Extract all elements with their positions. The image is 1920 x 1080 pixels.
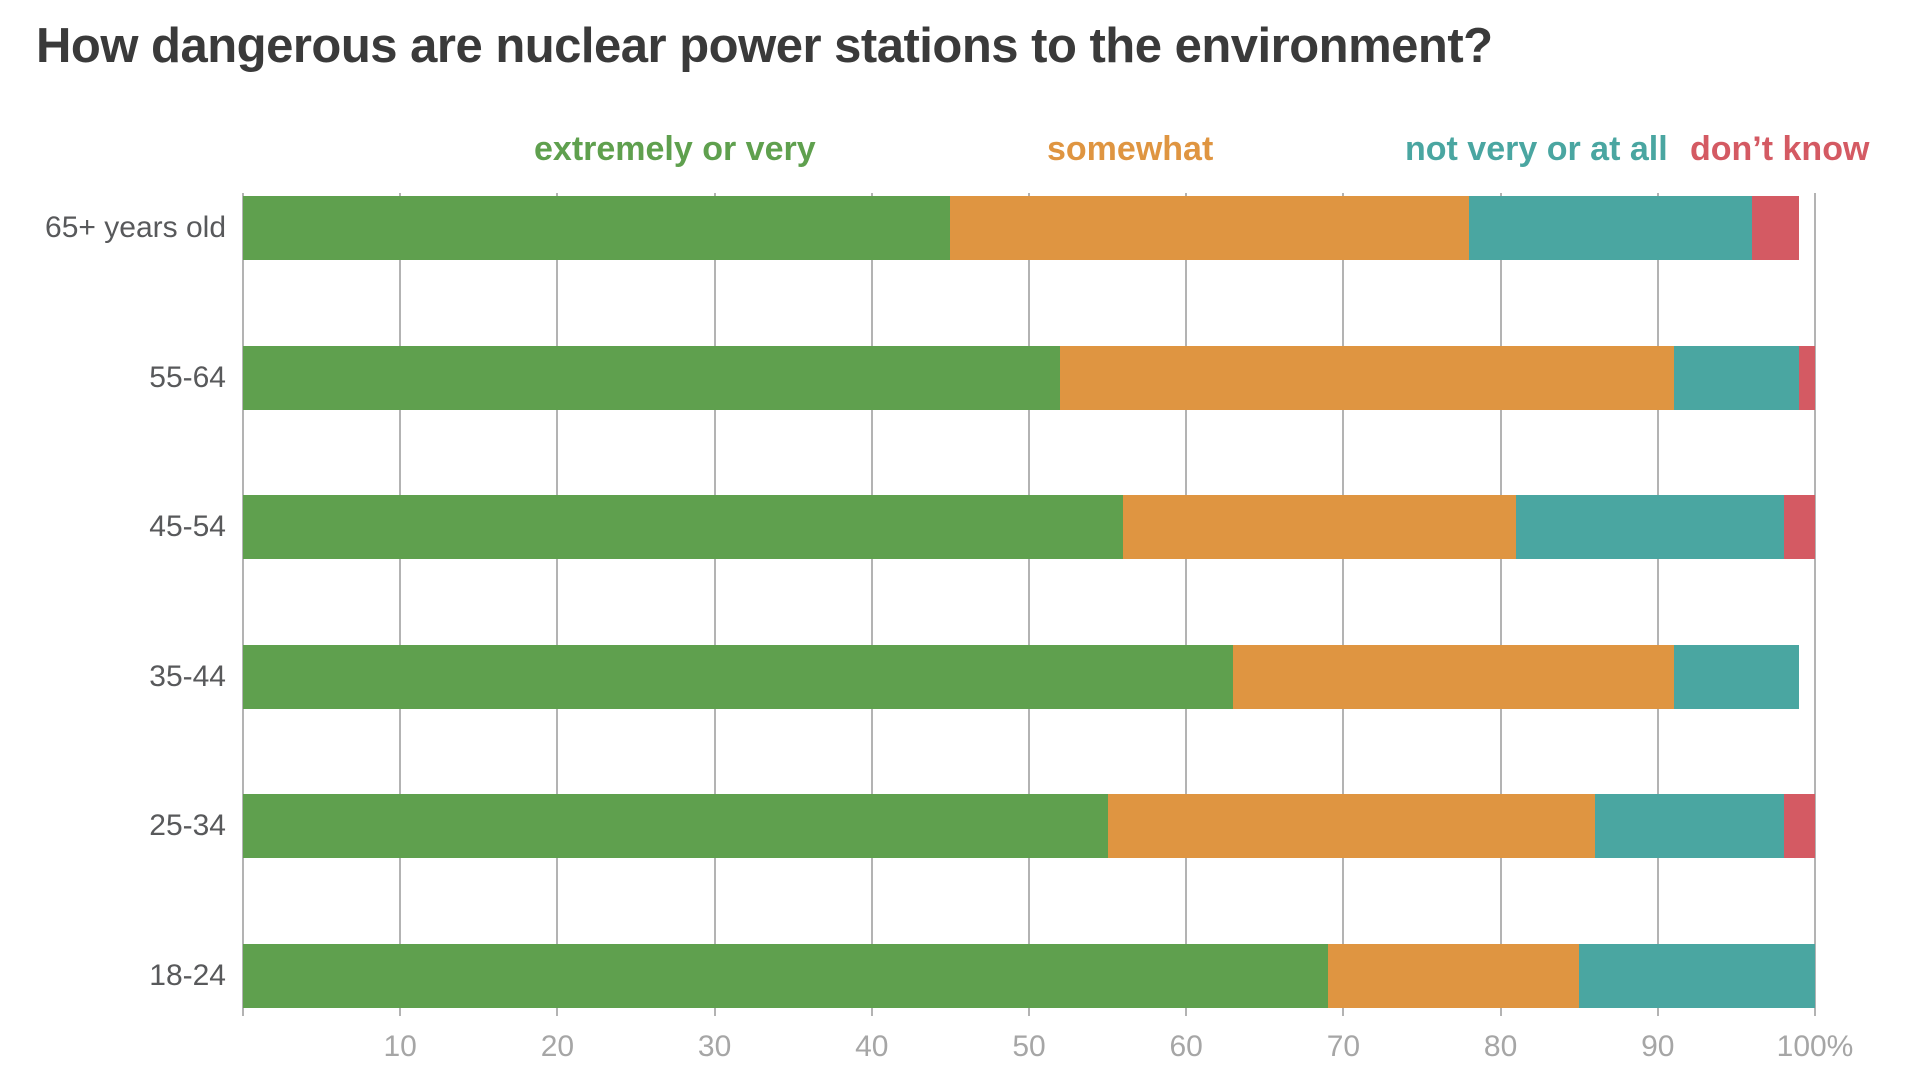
category-label: 55-64 (149, 361, 226, 394)
gridline-10 (399, 193, 402, 1016)
bar-segment-1 (243, 645, 1234, 709)
bar-segment-4 (1752, 196, 1800, 260)
bar-segment-3 (1673, 645, 1800, 709)
bar-segment-3 (1673, 346, 1800, 410)
gridline-80 (1499, 193, 1502, 1016)
x-tick-label: 40 (855, 1030, 889, 1063)
x-tick-label: 10 (383, 1030, 417, 1063)
bar-row-45-54 (243, 495, 1815, 559)
category-label: 45-54 (149, 510, 226, 543)
bar-segment-3 (1579, 944, 1815, 1008)
category-label: 35-44 (149, 660, 226, 693)
category-label: 25-34 (149, 809, 226, 842)
gridline-90 (1656, 193, 1659, 1016)
x-tick-label: 80 (1483, 1030, 1518, 1063)
gridline-70 (1342, 193, 1345, 1016)
bar-row-18-24 (243, 944, 1815, 1008)
x-tick-label: 50 (1012, 1030, 1046, 1063)
legend-item-4: don’t know (1690, 130, 1870, 168)
bar-segment-1 (243, 495, 1124, 559)
x-tick-label: 70 (1326, 1030, 1361, 1063)
bar-segment-2 (1060, 346, 1674, 410)
bar-segment-4 (1799, 346, 1815, 410)
x-tick-label: 20 (540, 1030, 575, 1063)
gridline-20 (556, 193, 559, 1016)
bar-segment-1 (243, 794, 1108, 858)
bar-row-65-years-old (243, 196, 1815, 260)
bar-segment-1 (243, 196, 951, 260)
gridline-30 (713, 193, 716, 1016)
legend-item-3: not very or at all (1405, 130, 1668, 168)
legend-item-2: somewhat (1047, 130, 1214, 168)
legend-item-1: extremely or very (534, 130, 816, 168)
gridline-0 (242, 193, 244, 1016)
bar-row-25-34 (243, 794, 1815, 858)
chart-title: How dangerous are nuclear power stations… (36, 19, 1493, 73)
gridline-60 (1185, 193, 1188, 1016)
gridline-50 (1028, 193, 1030, 1016)
bar-segment-2 (1123, 495, 1517, 559)
bar-segment-2 (1107, 794, 1595, 858)
gridline-100 (1814, 193, 1816, 1016)
bar-segment-2 (950, 196, 1470, 260)
bar-segment-3 (1516, 495, 1784, 559)
x-tick-label: 90 (1641, 1030, 1675, 1063)
bar-segment-1 (243, 944, 1328, 1008)
x-tick-label: 30 (697, 1030, 732, 1063)
bar-row-55-64 (243, 346, 1815, 410)
gridline-40 (870, 193, 873, 1016)
bar-segment-2 (1327, 944, 1580, 1008)
category-label: 18-24 (149, 959, 226, 992)
bar-segment-1 (243, 346, 1061, 410)
bar-segment-2 (1233, 645, 1674, 709)
x-tick-label: 60 (1169, 1030, 1203, 1063)
category-label: 65+ years old (45, 211, 226, 244)
bar-segment-4 (1783, 794, 1815, 858)
x-tick-label: 100% (1776, 1030, 1854, 1063)
bar-row-35-44 (243, 645, 1815, 709)
bar-segment-3 (1594, 794, 1784, 858)
bar-segment-3 (1469, 196, 1753, 260)
bar-segment-4 (1783, 495, 1815, 559)
